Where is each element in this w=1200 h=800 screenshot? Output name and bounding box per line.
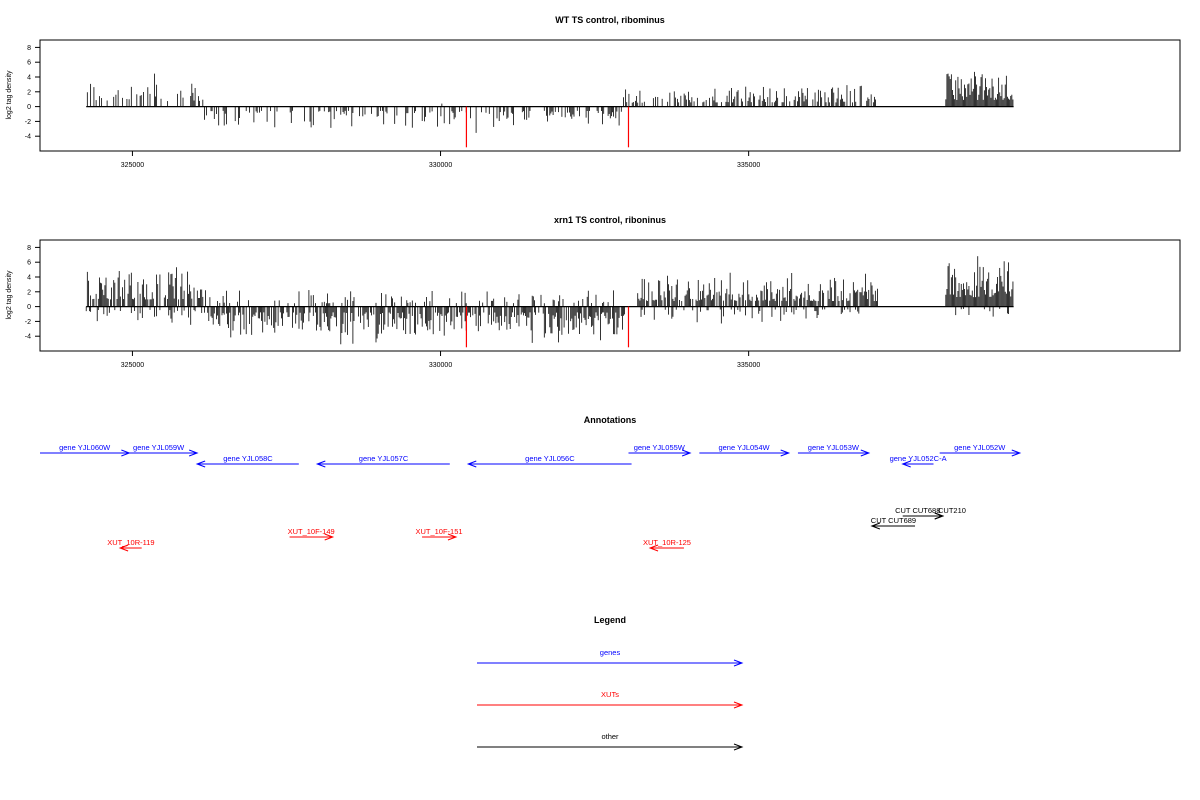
ytick-label: 8 [27,45,31,52]
gene-annotation: gene YJL053W [797,443,871,457]
feature-label: gene YJL057C [359,454,409,463]
ytick-label: 2 [27,289,31,296]
gene-annotation: gene YJL052W [939,443,1022,457]
feature-label: XUT_10R-119 [107,538,154,547]
annotations-panel: Annotations gene YJL060W gene YJL059Wgene… [40,415,1022,552]
legend-label: genes [600,648,621,657]
legend-label: other [601,732,619,741]
gene-annotation: gene YJL052C-A [890,454,947,468]
xut-annotation: XUT_10R-119 [107,538,155,552]
arrowhead [681,449,692,457]
xrn1-density-panel: xrn1 TS control, riboninus log2 tag dens… [6,215,1181,369]
feature-label: CUT CUT689 [871,516,916,525]
ytick-label: 0 [27,304,31,311]
legend-items: genes XUTs other [477,648,744,751]
legend-arrowhead [733,743,744,751]
feature-label: gene YJL054W [718,443,770,452]
ytick-label: -4 [25,134,31,141]
legend-item: genes [477,648,744,667]
arrowhead [870,522,881,530]
ytick-label: -2 [25,319,31,326]
feature-label: gene YJL052C-A [890,454,947,463]
arrowhead [118,544,129,552]
legend-item: other [477,732,744,751]
ytick-label: -4 [25,334,31,341]
arrowhead [447,533,458,541]
arrowhead [195,460,206,468]
arrowhead [188,449,199,457]
ytick-label: 8 [27,245,31,252]
ytick-label: 0 [27,104,31,111]
gene-annotation: gene YJL060W [40,443,131,457]
arrowhead [860,449,871,457]
arrowhead [466,460,477,468]
xrn1-yaxis: 8 6 4 2 0 -2 -4 [25,245,41,341]
wt-xaxis: 325000 330000 335000 [121,150,760,169]
feature-label: gene YJL060W [59,443,111,452]
feature-label: gene YJL058C [223,454,273,463]
gene-annotation: gene YJL059W [120,443,199,457]
wt-plot-frame [39,39,1181,152]
feature-label: XUT_10F-149 [288,527,335,536]
xtick-label: 325000 [121,162,144,169]
legend-title: Legend [594,615,626,625]
arrowhead [648,544,659,552]
gene-annotation: gene YJL054W [699,443,791,457]
feature-label: CUT CUT688 [895,506,940,515]
wt-bars [86,71,1014,148]
gene-annotation: gene YJL057C [315,454,450,468]
other-annotation: CUT210 [921,506,966,520]
xtick-label: 335000 [737,162,760,169]
gene-annotation: gene YJL058C [195,454,299,468]
annotations-title: Annotations [584,415,637,425]
ytick-label: 2 [27,89,31,96]
arrowhead [901,460,911,468]
xrn1-panel-title: xrn1 TS control, riboninus [554,215,666,225]
feature-label: gene YJL052W [954,443,1006,452]
arrowhead [1011,449,1022,457]
legend-panel: Legend genes XUTs other [477,615,744,751]
other-annotation: CUT CUT689 [870,516,916,530]
legend-item: XUTs [477,690,744,709]
ytick-label: 6 [27,60,31,67]
wt-yaxis: 8 6 4 2 0 -2 -4 [25,45,41,141]
xrn1-xaxis: 325000 330000 335000 [121,350,760,369]
xrn1-plot-frame [39,239,1181,352]
feature-label: XUT_10R-125 [643,538,691,547]
ytick-label: 4 [27,75,31,82]
gene-annotation: gene YJL055W [628,443,692,457]
feature-label: gene YJL059W [133,443,185,452]
ytick-label: 6 [27,260,31,267]
xut-annotation: XUT_10R-125 [643,538,691,552]
feature-label: CUT210 [938,506,966,515]
xut-annotation: XUT_10F-149 [288,527,335,541]
feature-label: XUT_10F-151 [415,527,462,536]
xrn1-bars [85,256,1014,348]
xrn1-ylabel: log2 tag density [6,270,13,320]
arrowhead [315,460,326,468]
feature-label: gene YJL055W [634,443,686,452]
arrowhead [934,512,945,520]
xtick-label: 325000 [121,362,144,369]
ytick-label: 4 [27,275,31,282]
wt-panel-title: WT TS control, ribominus [555,15,665,25]
wt-density-panel: WT TS control, ribominus log2 tag densit… [6,15,1181,169]
wt-ylabel: log2 tag density [6,70,13,120]
arrowhead [780,449,791,457]
legend-arrowhead [733,659,744,667]
xtick-label: 330000 [429,362,452,369]
feature-label: gene YJL053W [808,443,860,452]
feature-label: gene YJL056C [525,454,575,463]
xtick-label: 330000 [429,162,452,169]
gene-annotation: gene YJL056C [466,454,632,468]
ytick-label: -2 [25,119,31,126]
annotation-features: gene YJL060W gene YJL059W gene YJL058C gene… [40,443,1022,552]
legend-label: XUTs [601,690,619,699]
xut-annotation: XUT_10F-151 [415,527,463,541]
xtick-label: 335000 [737,362,760,369]
legend-arrowhead [733,701,744,709]
arrowhead [324,533,335,541]
